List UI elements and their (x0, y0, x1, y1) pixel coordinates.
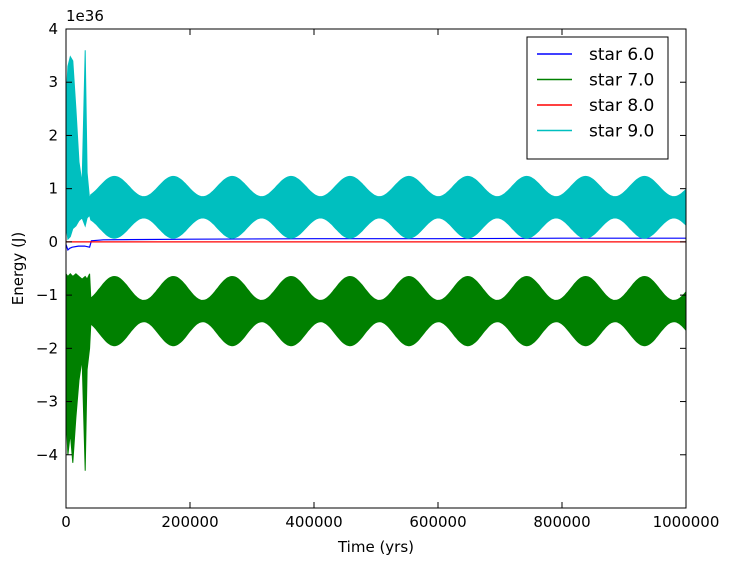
series-band-star-9-0 (66, 50, 686, 241)
y-tick-label: −3 (36, 393, 58, 411)
x-tick-label: 800000 (533, 513, 590, 531)
legend-entry: star 6.0 (589, 45, 654, 65)
axis-ticks: 0 200000 400000 600000 800000 1000000 −4 −3 −2 −1… (36, 20, 720, 531)
y-tick-label: −2 (36, 339, 58, 357)
legend-box (526, 36, 669, 160)
x-tick-label: 1000000 (653, 513, 720, 531)
y-tick-label: −4 (36, 446, 58, 464)
legend-entry: star 7.0 (589, 71, 654, 91)
x-tick-label: 400000 (285, 513, 342, 531)
x-tick-label: 200000 (161, 513, 218, 531)
legend: star 6.0 star 7.0 star 8.0 star 9.0 (526, 36, 669, 160)
legend-entry: star 8.0 (589, 96, 654, 116)
y-tick-label: 1 (48, 180, 58, 198)
y-tick-label: 3 (48, 73, 58, 91)
y-offset-label: 1e36 (66, 7, 104, 25)
y-tick-label: 0 (48, 233, 58, 251)
series-band-star-7-0 (66, 272, 686, 471)
series-line-star-6-0 (66, 237, 686, 251)
x-tick-label: 0 (61, 513, 71, 531)
y-tick-label: −1 (36, 286, 58, 304)
plot-frame (65, 28, 687, 509)
x-axis-label: Time (yrs) (337, 538, 414, 556)
x-tick-label: 600000 (409, 513, 466, 531)
y-tick-label: 4 (48, 20, 58, 38)
plot-area (66, 50, 686, 471)
legend-entry: star 9.0 (589, 122, 654, 142)
y-axis-label: Energy (J) (9, 232, 27, 305)
y-tick-label: 2 (48, 126, 58, 144)
